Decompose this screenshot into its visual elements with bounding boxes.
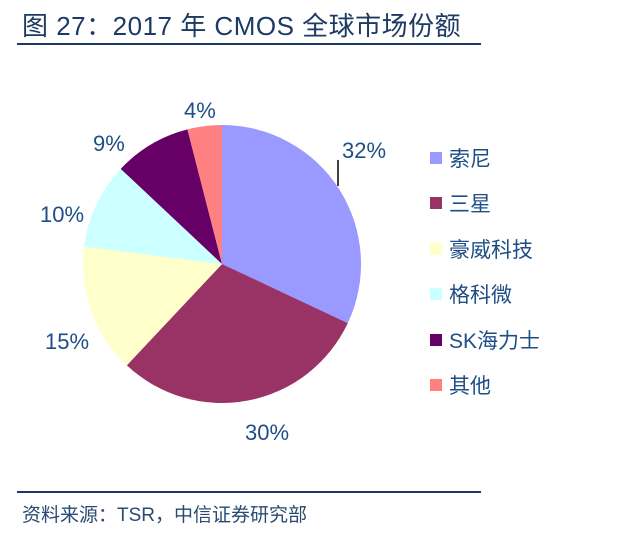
legend-item-sk-hynix: SK海力士 bbox=[430, 317, 540, 363]
legend-label: SK海力士 bbox=[449, 329, 541, 353]
pie-slice bbox=[120, 129, 222, 264]
legend-label: 索尼 bbox=[449, 147, 491, 171]
swatch-icon bbox=[430, 242, 442, 255]
figure-title: 图 27：2017 年 CMOS 全球市场份额 bbox=[22, 11, 462, 41]
title-divider bbox=[17, 43, 481, 45]
swatch-icon bbox=[430, 151, 442, 164]
legend: 索尼 三星 豪威科技 格科微 SK海力士 其他 bbox=[430, 135, 540, 408]
pie-slices bbox=[83, 125, 361, 403]
label-other: 4% bbox=[184, 98, 216, 123]
label-sony: 32% bbox=[342, 138, 386, 163]
legend-item-samsung: 三星 bbox=[430, 181, 540, 227]
pie-slice bbox=[187, 125, 222, 264]
footer-divider bbox=[17, 491, 481, 493]
legend-label: 豪威科技 bbox=[449, 238, 533, 262]
swatch-icon bbox=[430, 379, 442, 392]
legend-label: 格科微 bbox=[449, 284, 512, 308]
pie-slice bbox=[126, 264, 348, 403]
label-galaxycore: 10% bbox=[40, 202, 84, 227]
swatch-icon bbox=[430, 333, 442, 346]
label-sk-hynix: 9% bbox=[93, 131, 125, 156]
swatch-icon bbox=[430, 197, 442, 210]
pie-slice bbox=[222, 125, 361, 324]
label-samsung: 30% bbox=[245, 420, 289, 445]
legend-item-galaxycore: 格科微 bbox=[430, 272, 540, 318]
legend-item-other: 其他 bbox=[430, 363, 540, 409]
legend-label: 其他 bbox=[449, 375, 491, 399]
legend-label: 三星 bbox=[449, 193, 491, 217]
label-omnivision: 15% bbox=[45, 329, 89, 354]
swatch-icon bbox=[430, 288, 442, 301]
pie-slice bbox=[83, 246, 222, 366]
legend-item-omnivision: 豪威科技 bbox=[430, 226, 540, 272]
pie-slice bbox=[84, 168, 222, 264]
source-note: 资料来源：TSR，中信证券研究部 bbox=[22, 505, 308, 526]
legend-item-sony: 索尼 bbox=[430, 135, 540, 181]
